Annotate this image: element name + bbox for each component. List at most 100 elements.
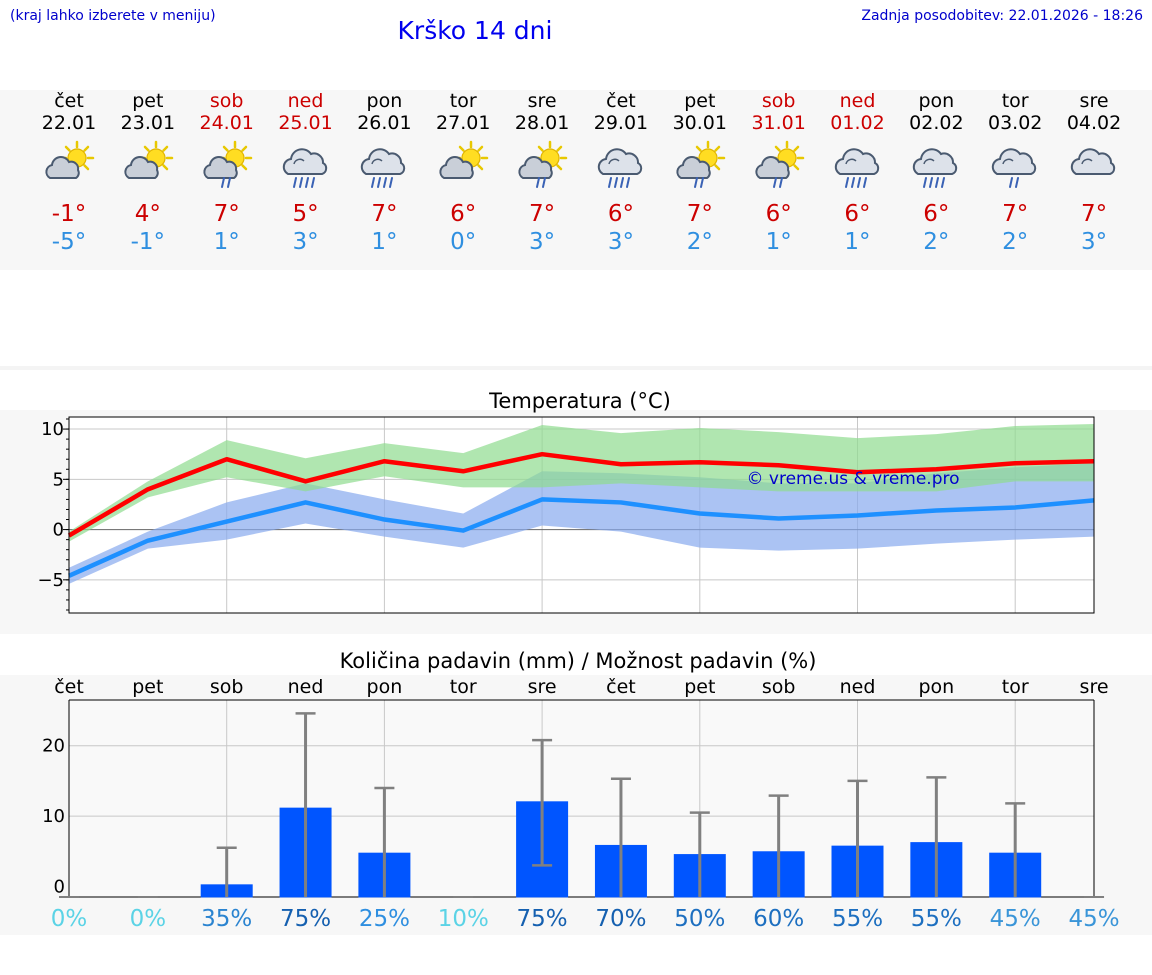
- sun-cloud-icon: [120, 138, 176, 194]
- sun-cloud-rain-icon: [199, 138, 255, 194]
- precip-probability: 25%: [359, 906, 410, 932]
- temp-max: 6°: [923, 201, 950, 227]
- temp-max: 6°: [450, 201, 477, 227]
- sun-cloud-icon: [435, 138, 491, 194]
- day-name: pon: [918, 90, 955, 112]
- temp-max: 4°: [134, 201, 161, 227]
- category-label: sob: [210, 676, 244, 698]
- y-tick-label: 10: [42, 806, 65, 827]
- category-label: ned: [840, 676, 876, 698]
- y-tick-label: 5: [53, 469, 64, 490]
- temp-min: 1°: [765, 229, 792, 255]
- day-name: ned: [287, 90, 324, 112]
- temp-min: 2°: [923, 229, 950, 255]
- cloud-rain-icon: [278, 138, 334, 194]
- day-name: sre: [527, 90, 557, 112]
- day-date: 28.01: [514, 112, 570, 134]
- temp-max: 7°: [213, 201, 240, 227]
- cloud-rain-icon: [908, 138, 964, 194]
- location-hint: (kraj lahko izberete v meniju): [10, 8, 216, 24]
- min-range-band: [69, 463, 1095, 584]
- day-name: pon: [366, 90, 403, 112]
- day-date: 02.02: [909, 112, 964, 134]
- temp-max: 7°: [371, 201, 398, 227]
- day-name: sre: [1079, 90, 1109, 112]
- day-name: pet: [132, 90, 164, 112]
- forecast-strip: [0, 90, 1152, 270]
- category-label: čet: [606, 676, 636, 698]
- category-label: čet: [54, 676, 84, 698]
- day-date: 29.01: [593, 112, 649, 134]
- category-label: tor: [1002, 676, 1029, 698]
- day-date: 27.01: [436, 112, 491, 134]
- page-title: Krško 14 dni: [397, 16, 553, 45]
- sun-cloud-rain-icon: [672, 138, 728, 194]
- category-label: tor: [450, 676, 477, 698]
- precip-probability: 55%: [832, 906, 883, 932]
- day-name: pet: [684, 90, 716, 112]
- min-temperature-line: [68, 497, 1095, 578]
- day-column: čet 29.01 6° 3°: [581, 90, 661, 256]
- precip-probability: 75%: [517, 906, 568, 932]
- day-date: 23.01: [120, 112, 176, 134]
- category-label: sob: [762, 676, 796, 698]
- precip-probability: 45%: [1068, 906, 1119, 932]
- plot-frame: [68, 416, 1095, 614]
- cloud-rain-icon: [356, 138, 412, 194]
- day-column: sob 31.01 6° 1°: [739, 90, 819, 256]
- temp-min: 3°: [607, 229, 634, 255]
- cloud-icon: [1066, 138, 1122, 194]
- temp-min: 2°: [1002, 229, 1029, 255]
- max-temperature-line: [67, 451, 1095, 538]
- temp-max: 6°: [844, 201, 871, 227]
- temp-max: 5°: [292, 201, 319, 227]
- watermark: © vreme.us & vreme.pro: [746, 469, 959, 489]
- temp-max: 6°: [607, 201, 634, 227]
- cloud-rain-icon: [593, 138, 649, 194]
- precip-probability: 60%: [753, 906, 804, 932]
- precip-probability: 0%: [51, 906, 88, 932]
- last-updated: Zadnja posodobitev: 22.01.2026 - 18:26: [861, 8, 1143, 24]
- day-date: 25.01: [278, 112, 333, 134]
- temp-max: 7°: [686, 201, 713, 227]
- day-column: pet 23.01 4° -1°: [108, 90, 188, 256]
- category-label: pon: [918, 676, 954, 698]
- temp-min: 3°: [292, 229, 319, 255]
- temp-min: -1°: [130, 229, 166, 255]
- day-date: 22.01: [41, 112, 97, 134]
- category-label: pet: [684, 676, 715, 698]
- temp-max: 7°: [529, 201, 556, 227]
- y-tick-label: 0: [54, 876, 65, 897]
- category-label: sre: [528, 676, 557, 698]
- day-date: 03.02: [987, 112, 1043, 134]
- temp-min: 1°: [371, 229, 398, 255]
- temperature-chart-title: Temperatura (°C): [488, 389, 671, 413]
- temp-min: 1°: [844, 229, 871, 255]
- day-name: sob: [209, 90, 244, 112]
- category-label: pet: [132, 676, 163, 698]
- precip-probability: 35%: [201, 906, 252, 932]
- precip-probability: 50%: [674, 906, 725, 932]
- day-column: pet 30.01 7° 2°: [660, 90, 740, 256]
- day-column: sre 04.02 7° 3°: [1054, 90, 1134, 256]
- temp-min: 0°: [450, 229, 477, 255]
- day-date: 04.02: [1066, 112, 1122, 134]
- temp-min: 3°: [1080, 229, 1108, 255]
- day-date: 01.02: [830, 112, 885, 134]
- day-date: 30.01: [672, 112, 727, 134]
- sun-cloud-icon: [41, 138, 97, 194]
- temp-min: 3°: [529, 229, 556, 255]
- temp-max: 7°: [1002, 201, 1029, 227]
- day-date: 24.01: [199, 112, 254, 134]
- day-name: tor: [1001, 90, 1029, 112]
- day-column: tor 03.02 7° 2°: [975, 90, 1055, 256]
- precip-probability: 45%: [990, 906, 1041, 932]
- divider: [0, 366, 1152, 370]
- temp-min: 2°: [686, 229, 713, 255]
- day-date: 31.01: [751, 112, 806, 134]
- temp-min: 1°: [213, 229, 240, 255]
- precip-probability: 10%: [438, 906, 489, 932]
- temp-max: 6°: [765, 201, 792, 227]
- precip-probability: 75%: [280, 906, 331, 932]
